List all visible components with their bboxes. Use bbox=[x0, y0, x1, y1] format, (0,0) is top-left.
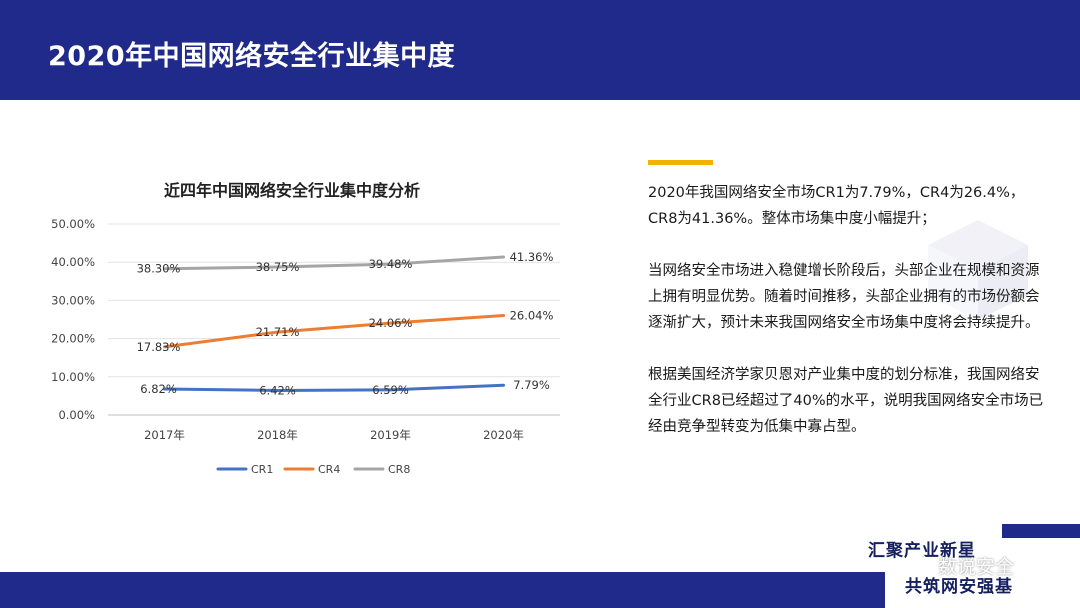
data-label: 41.36% bbox=[510, 250, 554, 264]
legend-label-cr4: CR4 bbox=[318, 463, 340, 476]
x-tick-label: 2017年 bbox=[144, 428, 185, 442]
watermark-text: 数说安全 bbox=[938, 556, 1015, 578]
legend-label-cr8: CR8 bbox=[388, 463, 410, 476]
description-paragraph-1: 2020年我国网络安全市场CR1为7.79%，CR4为26.4%，CR8为41.… bbox=[648, 185, 1025, 227]
legend-label-cr1: CR1 bbox=[251, 463, 273, 476]
data-label: 6.59% bbox=[372, 383, 409, 397]
data-label: 6.82% bbox=[140, 382, 177, 396]
y-tick-label: 20.00% bbox=[51, 332, 95, 346]
slogan-line-1: 汇聚产业新星 bbox=[868, 541, 976, 561]
footer-stripe bbox=[1002, 524, 1080, 538]
accent-bar bbox=[648, 160, 713, 165]
y-tick-label: 30.00% bbox=[51, 293, 95, 307]
data-label: 6.42% bbox=[259, 383, 296, 397]
data-label: 26.04% bbox=[510, 309, 554, 323]
data-label: 7.79% bbox=[513, 378, 550, 392]
wechat-icon bbox=[905, 552, 933, 573]
series-line-cr8 bbox=[163, 255, 505, 271]
series-line-cr4 bbox=[163, 314, 505, 349]
header-bar: 2020年中国网络安全行业集中度 bbox=[0, 0, 1080, 100]
page-title: 2020年中国网络安全行业集中度 bbox=[48, 41, 456, 72]
description-paragraph-2: 当网络安全市场进入稳健增长阶段后，头部企业在规模和资源上拥有明显优势。随着时间推… bbox=[648, 263, 1040, 331]
y-tick-label: 50.00% bbox=[51, 217, 95, 231]
y-tick-label: 0.00% bbox=[58, 408, 95, 422]
description-paragraph-3: 根据美国经济学家贝恩对产业集中度的划分标准，我国网络安全行业CR8已经超过了40… bbox=[648, 367, 1044, 435]
x-tick-label: 2018年 bbox=[257, 428, 298, 442]
data-label: 39.48% bbox=[369, 257, 413, 271]
y-tick-label: 10.00% bbox=[51, 370, 95, 384]
data-label: 38.75% bbox=[256, 260, 300, 274]
data-label: 17.83% bbox=[137, 340, 181, 354]
data-label: 38.30% bbox=[137, 262, 181, 276]
description-panel: 2020年我国网络安全市场CR1为7.79%，CR4为26.4%，CR8为41.… bbox=[648, 180, 1048, 466]
decorative-cube-icon bbox=[928, 220, 1028, 320]
footer-bar bbox=[0, 572, 885, 608]
data-label: 21.71% bbox=[256, 325, 300, 339]
concentration-line-chart: 近四年中国网络安全行业集中度分析 0.00% 10.00% 20.00% 30.00%… bbox=[51, 181, 560, 476]
x-tick-label: 2019年 bbox=[370, 428, 411, 442]
x-tick-label: 2020年 bbox=[483, 428, 524, 442]
series-line-cr1 bbox=[163, 383, 505, 392]
chart-title: 近四年中国网络安全行业集中度分析 bbox=[164, 181, 420, 200]
data-label: 24.06% bbox=[369, 316, 413, 330]
y-tick-label: 40.00% bbox=[51, 255, 95, 269]
slogan-line-2: 共筑网安强基 bbox=[905, 577, 1013, 597]
